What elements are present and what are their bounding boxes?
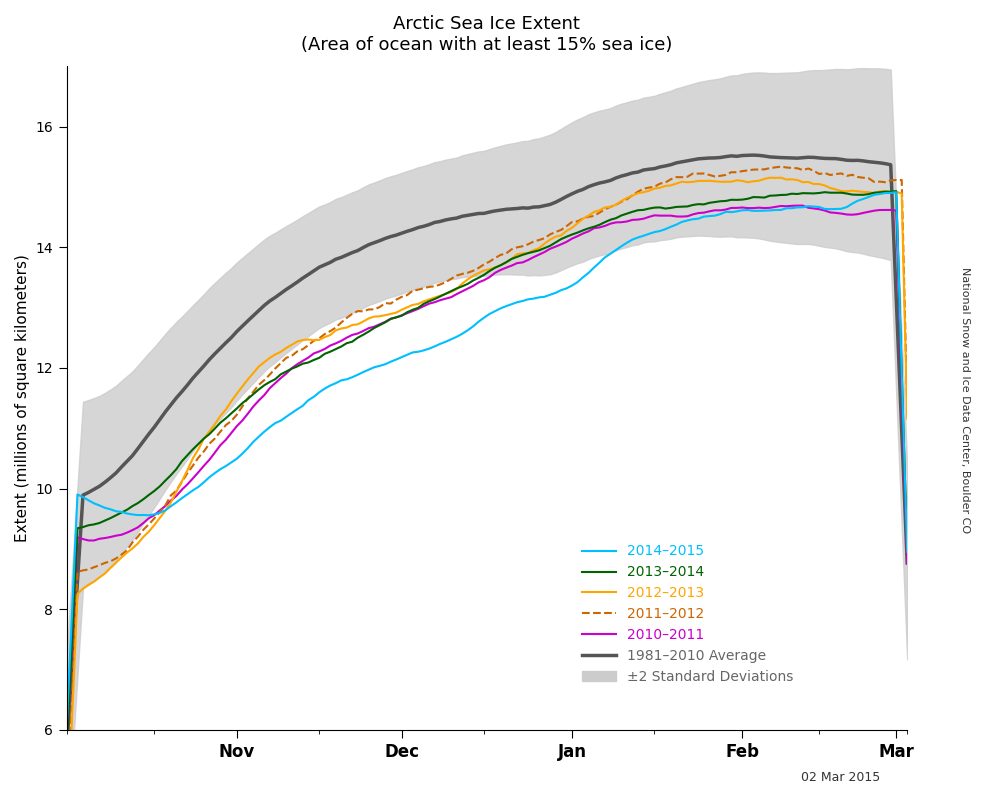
2013–2014 [593,220,605,230]
Title: Arctic Sea Ice Extent
(Area of ocean with at least 15% sea ice): Arctic Sea Ice Extent (Area of ocean wit… [301,15,673,54]
Text: 02 Mar 2015: 02 Mar 2015 [801,771,880,784]
Line: 1981–2010 Average: 1981–2010 Average [67,155,907,753]
2014–2015 [352,370,364,379]
2011–2012 [352,306,364,316]
2010–2011 [687,210,699,219]
Line: 2011–2012: 2011–2012 [67,166,907,800]
2011–2012 [786,163,798,173]
2013–2014 [352,333,364,342]
Line: 2012–2013: 2012–2013 [67,178,907,800]
Line: 2013–2014: 2013–2014 [67,191,907,754]
2014–2015 [747,206,759,216]
2012–2013 [764,173,776,182]
1981–2010 Average [61,748,73,758]
2011–2012 [901,402,913,412]
2011–2012 [775,162,787,171]
1981–2010 Average [753,150,765,160]
1981–2010 Average [747,150,759,160]
2012–2013 [786,174,798,184]
2013–2014 [747,192,759,202]
2013–2014 [357,330,369,339]
1981–2010 Average [357,242,369,252]
2012–2013 [747,177,759,186]
2010–2011 [780,202,792,211]
2013–2014 [687,200,699,210]
2012–2013 [352,319,364,329]
2012–2013 [593,206,605,215]
Line: 2014–2015: 2014–2015 [67,192,907,732]
1981–2010 Average [593,178,605,188]
2014–2015 [901,547,913,557]
2014–2015 [890,187,902,197]
2010–2011 [593,222,605,232]
1981–2010 Average [687,155,699,165]
2011–2012 [357,306,369,316]
Text: National Snow and Ice Data Center, Boulder CO: National Snow and Ice Data Center, Bould… [960,267,970,533]
2013–2014 [780,190,792,200]
Line: 2010–2011: 2010–2011 [67,206,907,758]
2010–2011 [791,201,803,210]
2014–2015 [687,214,699,224]
2010–2011 [357,326,369,336]
2011–2012 [747,165,759,174]
2012–2013 [901,414,913,423]
2011–2012 [593,208,605,218]
2014–2015 [61,727,73,737]
2014–2015 [593,258,605,267]
2013–2014 [61,749,73,758]
2011–2012 [687,169,699,178]
2012–2013 [357,317,369,326]
2012–2013 [687,177,699,186]
1981–2010 Average [901,558,913,568]
2010–2011 [61,753,73,762]
2010–2011 [352,329,364,338]
Legend: 2014–2015, 2013–2014, 2012–2013, 2011–2012, 2010–2011, 1981–2010 Average, ±2 Sta: 2014–2015, 2013–2014, 2012–2013, 2011–20… [576,539,799,690]
2013–2014 [890,186,902,196]
1981–2010 Average [786,153,798,162]
2010–2011 [901,558,913,568]
2014–2015 [780,203,792,213]
1981–2010 Average [352,246,364,255]
2014–2015 [357,367,369,377]
2010–2011 [747,203,759,213]
Y-axis label: Extent (millions of square kilometers): Extent (millions of square kilometers) [15,254,30,542]
2013–2014 [901,546,913,556]
